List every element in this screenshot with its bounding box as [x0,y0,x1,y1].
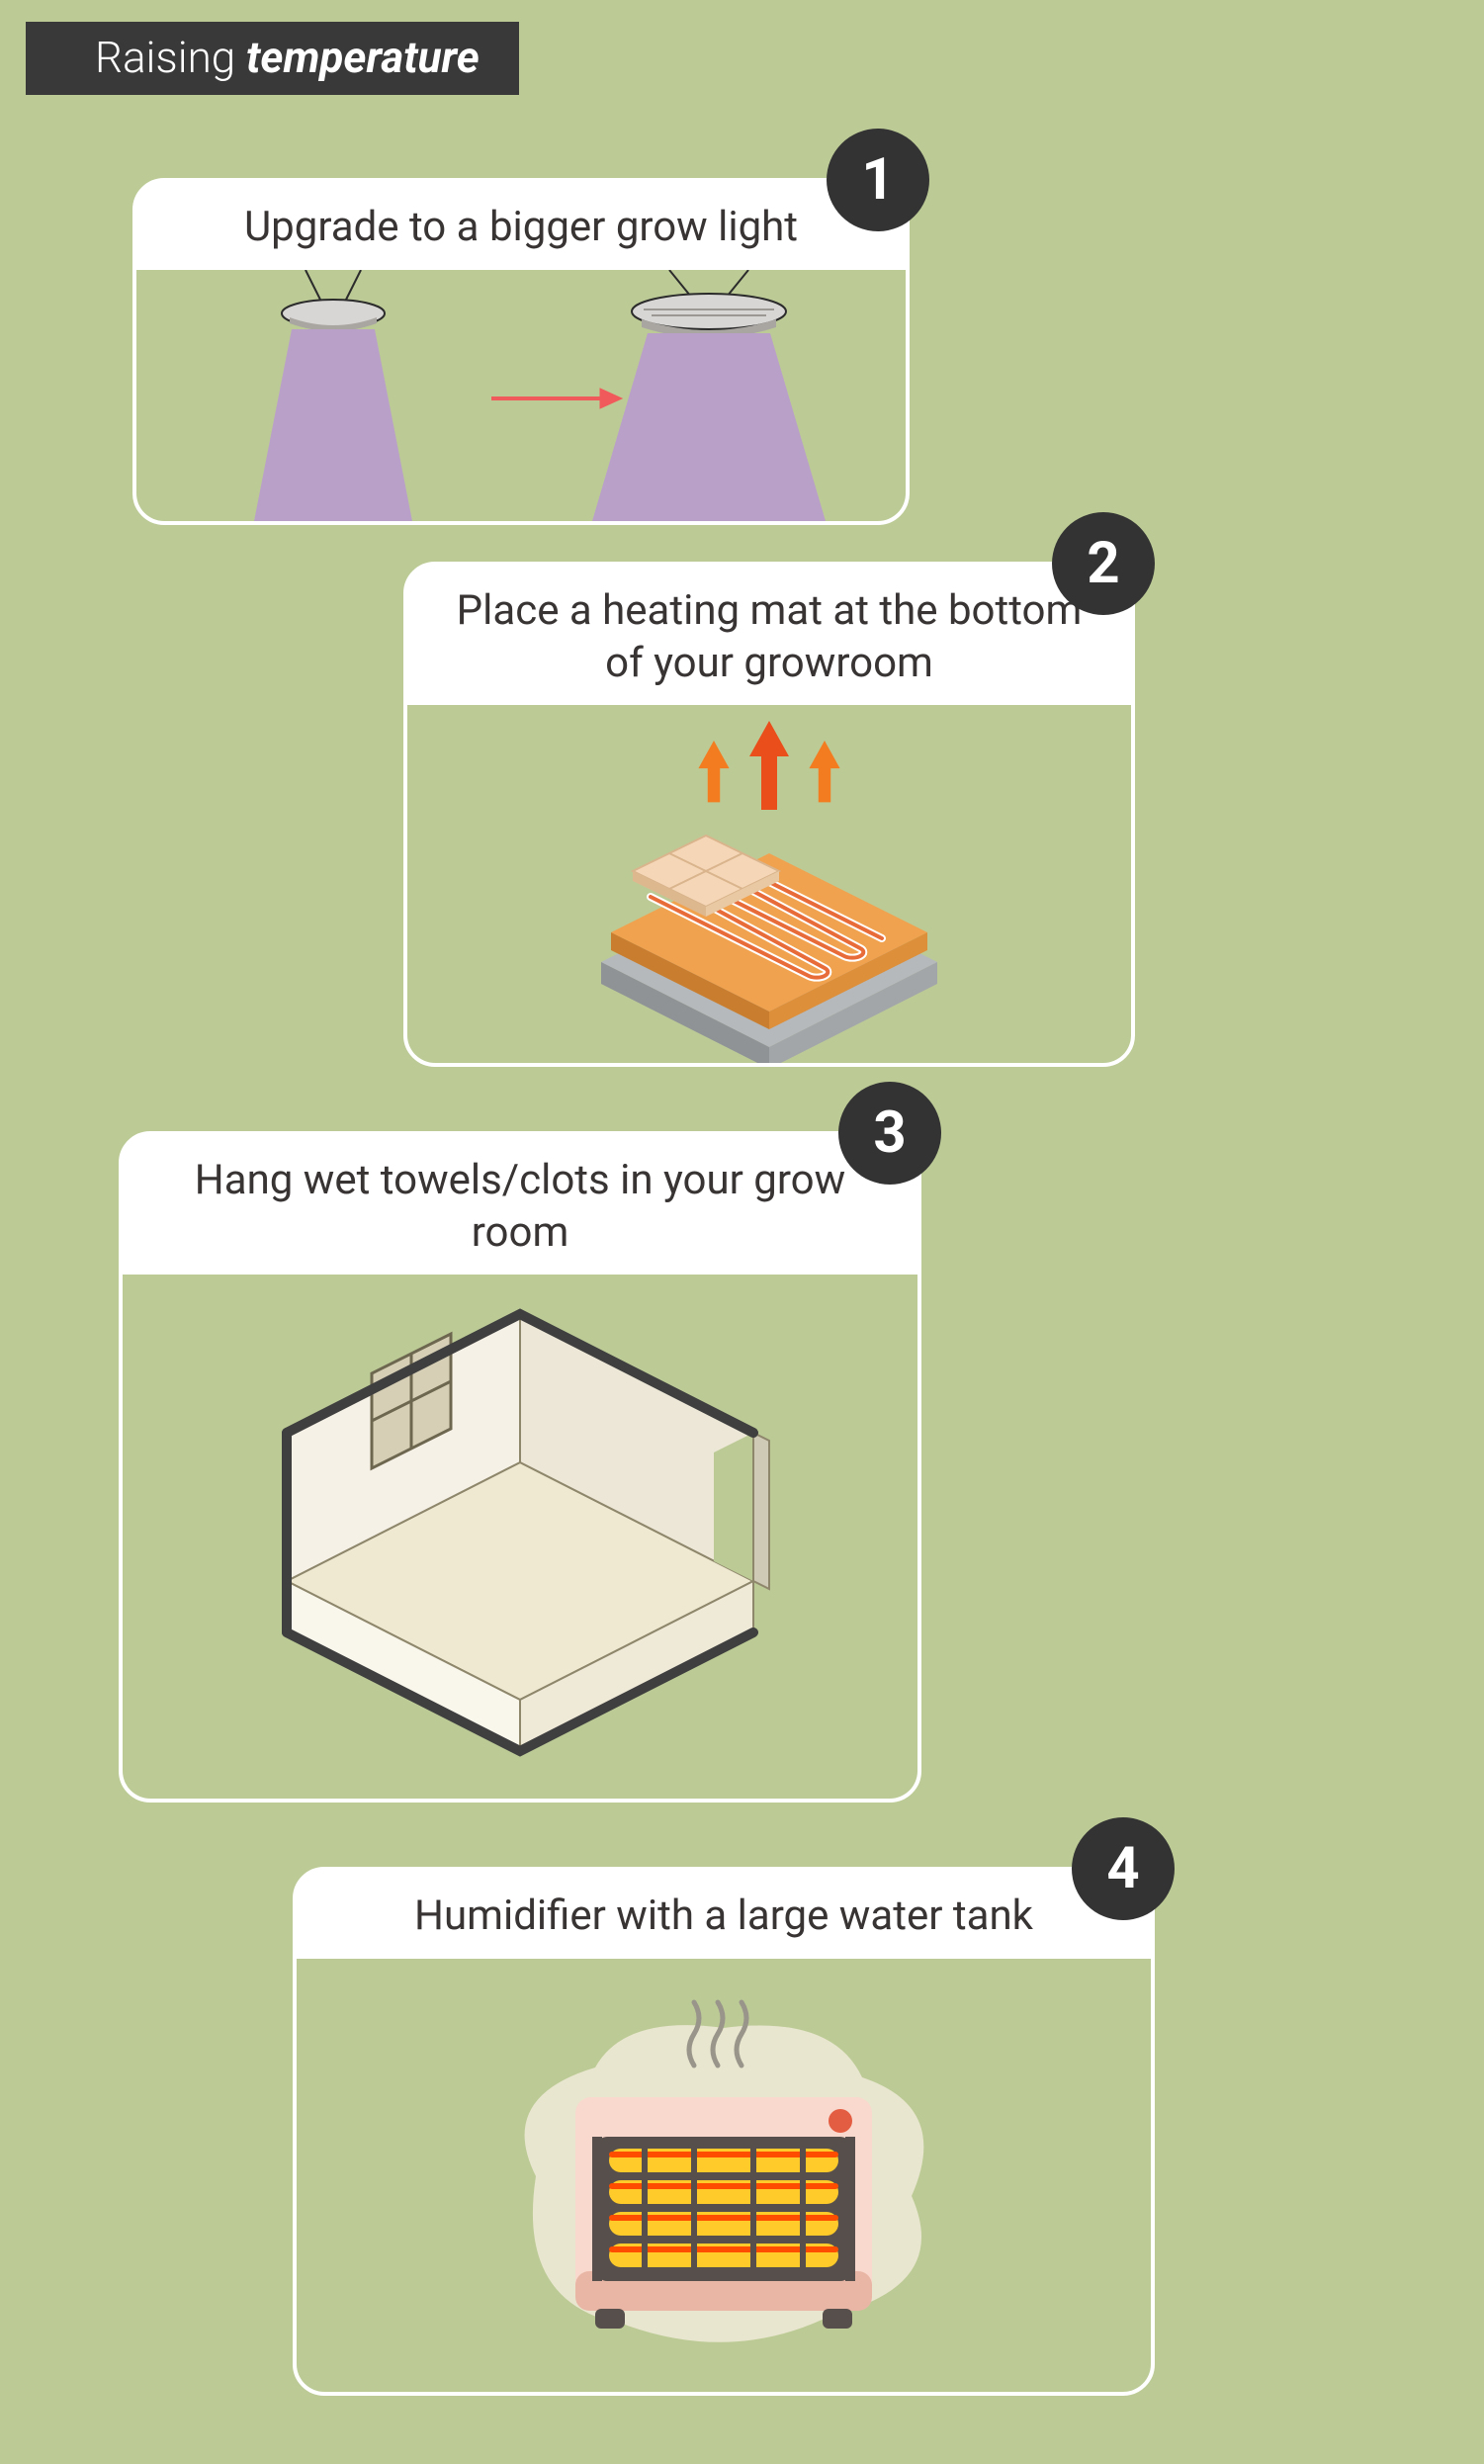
step-number: 1 [861,146,894,214]
step-number: 2 [1087,530,1119,597]
step-title-4: Humidifier with a large water tank [297,1871,1151,1959]
step-badge-2: 2 [1052,512,1155,615]
step-title-2: Place a heating mat at the bottom of you… [407,566,1131,705]
step-card-3: 3 Hang wet towels/clots in your grow roo… [119,1131,921,1803]
step-badge-1: 1 [827,129,929,231]
step-card-4: 4 Humidifier with a large water tank [293,1867,1155,2396]
header-prefix: Raising [95,32,246,83]
step-title-1: Upgrade to a bigger grow light [136,182,906,270]
heating-mat-icon [407,705,1131,1063]
step-card-1: 1 Upgrade to a bigger grow light [132,178,910,525]
step-card-2: 2 Place a heating mat at the bottom of y… [403,562,1135,1067]
step-badge-4: 4 [1072,1817,1175,1920]
grow-light-icon [136,270,906,521]
step-number: 3 [873,1100,906,1167]
step-title-3: Hang wet towels/clots in your grow room [123,1135,917,1275]
grow-room-icon [123,1275,917,1799]
space-heater-icon [297,1959,1151,2392]
step-number: 4 [1106,1835,1139,1902]
step-badge-3: 3 [838,1082,941,1185]
header-emph: temperature [246,32,480,83]
header-bar: Raising temperature [26,22,519,95]
